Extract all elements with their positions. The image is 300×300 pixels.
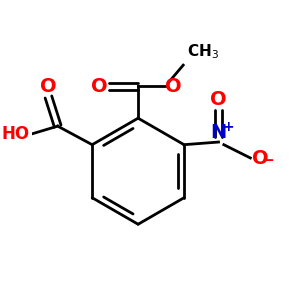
Text: CH$_3$: CH$_3$	[187, 43, 219, 61]
Text: O: O	[210, 90, 227, 109]
Text: −: −	[261, 153, 274, 168]
Text: +: +	[223, 120, 234, 134]
Text: O: O	[91, 77, 108, 96]
Text: N: N	[210, 122, 226, 142]
Text: O: O	[165, 77, 182, 96]
Text: HO: HO	[2, 125, 30, 143]
Text: O: O	[252, 149, 268, 168]
Text: O: O	[40, 76, 57, 96]
